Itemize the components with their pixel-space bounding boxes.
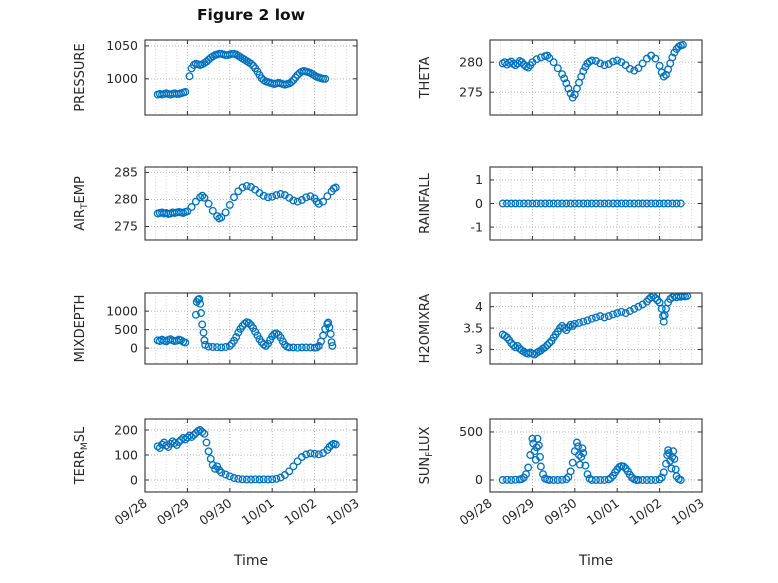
y-axis-label: SUNFLUX [418, 427, 435, 485]
x-tick-label: 10/01 [239, 495, 277, 528]
y-tick-label: -1 [471, 219, 483, 234]
subplot-rainfall: -1 0 1 RAINFALL [418, 166, 703, 241]
y-tick-label: 500 [114, 322, 138, 337]
y-tick-label: 1050 [106, 38, 138, 53]
y-tick-label: 3.5 [463, 320, 483, 335]
y-tick-label: 275 [459, 84, 483, 99]
x-tick-label: 09/29 [499, 495, 537, 528]
subplot-air-temp: 275 280 285 AIRTEMP [73, 165, 358, 241]
y-tick-label: 0 [130, 472, 138, 487]
x-axis-label: Time [578, 553, 613, 569]
subplot-sun-flux: 0 500 SUNFLUX 09/28 09/29 09/30 10/01 10/02 10/0… [418, 418, 707, 569]
x-tick-label: 10/03 [324, 495, 362, 528]
y-tick-label: 4 [475, 299, 483, 314]
y-tick-label: 275 [114, 219, 138, 234]
x-axis-label: Time [233, 553, 268, 569]
x-tick-label: 10/02 [281, 495, 319, 528]
y-tick-label: 0 [130, 340, 138, 355]
x-tick-label: 09/28 [112, 495, 150, 528]
subplot-pressure: 1000 1050 PRESSURE [73, 38, 358, 116]
subplot-h2omixra: 3 3.5 4 H2OMIXRA [418, 292, 703, 365]
y-tick-label: 0 [475, 196, 483, 211]
x-tick-label: 10/02 [626, 495, 664, 528]
x-tick-label: 10/03 [669, 495, 707, 528]
x-tick-label: 10/01 [584, 495, 622, 528]
x-tick-label: 09/29 [154, 495, 192, 528]
x-tick-label: 09/28 [457, 495, 495, 528]
y-tick-label: 1000 [106, 71, 138, 86]
y-tick-label: 280 [114, 192, 138, 207]
y-tick-label: 1 [475, 172, 483, 187]
subplot-theta: 275 280 THETA [418, 39, 703, 116]
y-axis-label: PRESSURE [73, 43, 88, 111]
y-tick-label: 1000 [106, 303, 138, 318]
y-tick-label: 280 [459, 54, 483, 69]
subplot-terr-msl: 0 100 200 TERRMSL 09/28 09/29 09/30 10/01 10/02 1… [73, 418, 362, 569]
y-axis-label: AIRTEMP [73, 176, 90, 231]
y-axis-label: THETA [418, 57, 433, 100]
y-axis-label: H2OMIXRA [418, 294, 433, 364]
x-tick-label: 09/30 [196, 495, 234, 528]
y-tick-label: 100 [114, 447, 138, 462]
subplot-mixdepth: 0 500 1000 MIXDEPTH [73, 292, 358, 365]
y-tick-label: 500 [459, 424, 483, 439]
y-axis-label: RAINFALL [418, 172, 433, 233]
figure-title: Figure 2 low [196, 6, 306, 24]
y-tick-label: 285 [114, 165, 138, 180]
y-tick-label: 0 [475, 472, 483, 487]
x-tick-label: 09/30 [541, 495, 579, 528]
y-tick-label: 200 [114, 422, 138, 437]
y-axis-label: MIXDEPTH [73, 295, 88, 363]
y-axis-label: TERRMSL [73, 426, 90, 485]
y-tick-label: 3 [475, 342, 483, 357]
